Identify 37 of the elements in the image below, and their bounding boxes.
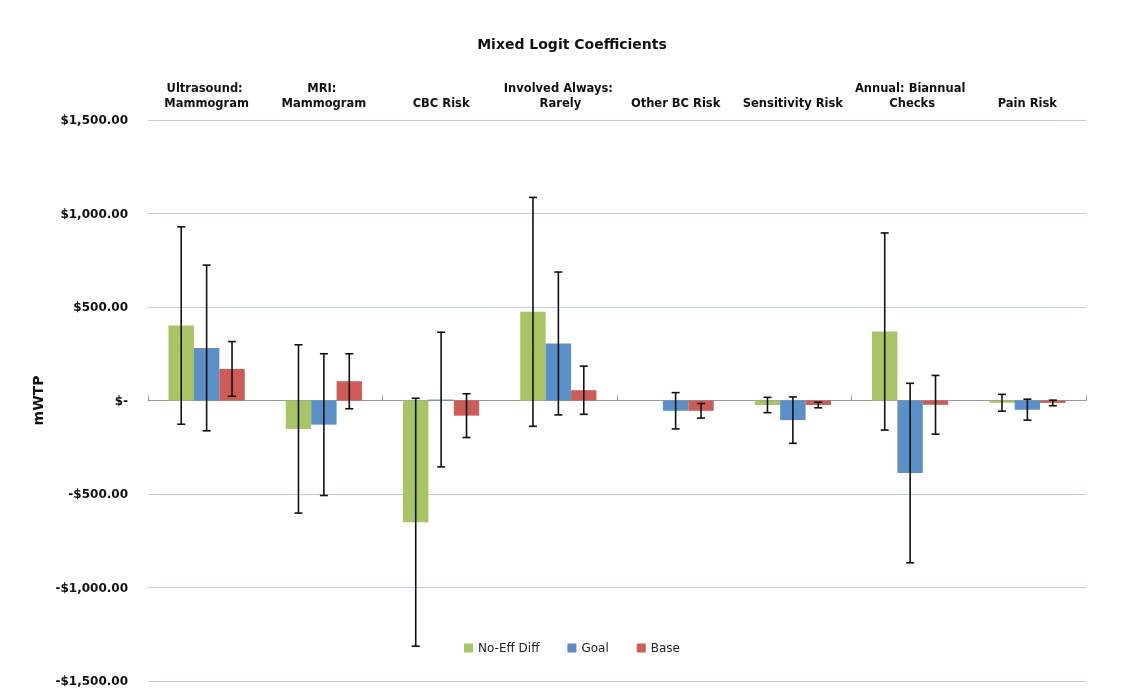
y-axis-title: mWTP xyxy=(29,375,46,426)
y-tick-label: $1,500.00 xyxy=(60,113,128,127)
bar xyxy=(520,311,546,401)
x-tick-label: MRI: Mammogram xyxy=(281,80,367,110)
bar xyxy=(311,400,337,425)
y-tick-label: $500.00 xyxy=(73,300,128,314)
x-tick-label: Ultrasound: Mammogram xyxy=(164,80,249,110)
x-tick-label: Sensitivity Risk xyxy=(742,95,844,110)
x-tick-label: CBC Risk xyxy=(412,95,470,110)
bar xyxy=(285,400,312,429)
legend-label: Base xyxy=(650,641,680,655)
bar xyxy=(336,381,362,401)
bar xyxy=(872,331,898,401)
x-tick-label: Other BC Risk xyxy=(630,95,721,110)
bar xyxy=(1014,400,1041,410)
y-tick-label: -$1,500.00 xyxy=(55,674,128,688)
bar xyxy=(662,400,689,411)
y-tick-label: $- xyxy=(114,393,129,408)
bar xyxy=(688,400,714,411)
bar xyxy=(219,368,245,401)
bar xyxy=(780,400,806,421)
x-tick-label: Involved Always: Rarely xyxy=(503,80,613,110)
bar xyxy=(168,325,194,401)
bar xyxy=(571,390,597,401)
chart-title: Mixed Logit Coefficients xyxy=(477,36,667,52)
legend-label: Goal xyxy=(581,641,609,655)
bar xyxy=(545,343,572,401)
x-tick-label: Annual: Biannual Checks xyxy=(854,80,966,110)
bar xyxy=(403,400,429,523)
y-tick-label: $1,000.00 xyxy=(60,206,128,221)
y-tick-label: -$1,000.00 xyxy=(55,580,128,595)
bar xyxy=(193,347,220,401)
bar xyxy=(897,400,923,474)
bar xyxy=(453,400,480,416)
x-tick-label: Pain Risk xyxy=(997,95,1058,110)
y-tick-label: -$500.00 xyxy=(68,487,128,501)
legend-label: No-Eff Diff xyxy=(478,641,541,655)
